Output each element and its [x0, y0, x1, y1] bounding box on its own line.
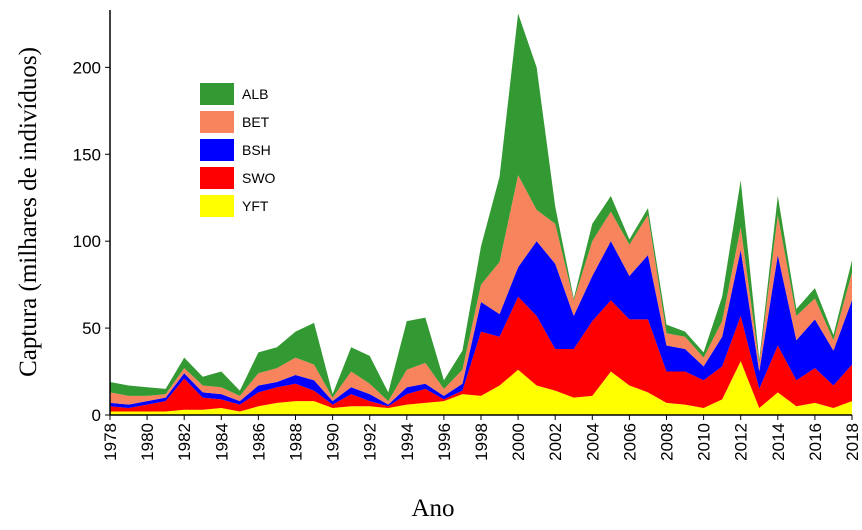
- area: [110, 296, 852, 412]
- x-tick-label: 2008: [658, 423, 677, 461]
- x-tick-label: 2016: [806, 423, 825, 461]
- x-tick-label: 2014: [769, 423, 788, 461]
- x-tick-label: 1982: [175, 423, 194, 461]
- area: [110, 13, 852, 402]
- legend-swatch: [200, 83, 234, 105]
- legend-label: ALB: [242, 86, 268, 102]
- x-tick-label: 1994: [398, 423, 417, 461]
- x-tick-label: 1978: [101, 423, 120, 461]
- x-tick-label: 2012: [732, 423, 751, 461]
- legend-swatch: [200, 195, 234, 217]
- y-axis-label: Captura (milhares de indivíduos): [15, 47, 42, 377]
- y-tick-label: 100: [73, 232, 101, 251]
- x-tick-label: 1988: [287, 423, 306, 461]
- legend-swatch: [200, 167, 234, 189]
- x-tick-label: 2018: [843, 423, 862, 461]
- x-tick-label: 1996: [435, 423, 454, 461]
- x-tick-label: 1990: [324, 423, 343, 461]
- x-tick-label: 1984: [212, 423, 231, 461]
- area: [110, 241, 852, 409]
- y-tick-label: 50: [82, 319, 101, 338]
- y-tick-label: 0: [92, 406, 101, 425]
- x-tick-label: 2004: [583, 423, 602, 461]
- legend-label: BET: [242, 114, 270, 130]
- x-axis-label: Ano: [411, 495, 454, 522]
- area: [110, 175, 852, 405]
- legend-label: YFT: [242, 198, 269, 214]
- legend-swatch: [200, 111, 234, 133]
- x-tick-label: 1980: [138, 423, 157, 461]
- x-tick-label: 2000: [509, 423, 528, 461]
- x-tick-label: 1998: [472, 423, 491, 461]
- legend-label: BSH: [242, 142, 271, 158]
- area: [110, 361, 852, 415]
- y-tick-label: 150: [73, 145, 101, 164]
- y-tick-label: 200: [73, 58, 101, 77]
- x-tick-label: 2006: [620, 423, 639, 461]
- legend-swatch: [200, 139, 234, 161]
- x-tick-label: 1986: [249, 423, 268, 461]
- x-tick-label: 2002: [546, 423, 565, 461]
- x-tick-label: 1992: [361, 423, 380, 461]
- x-tick-label: 2010: [695, 423, 714, 461]
- legend-label: SWO: [242, 170, 276, 186]
